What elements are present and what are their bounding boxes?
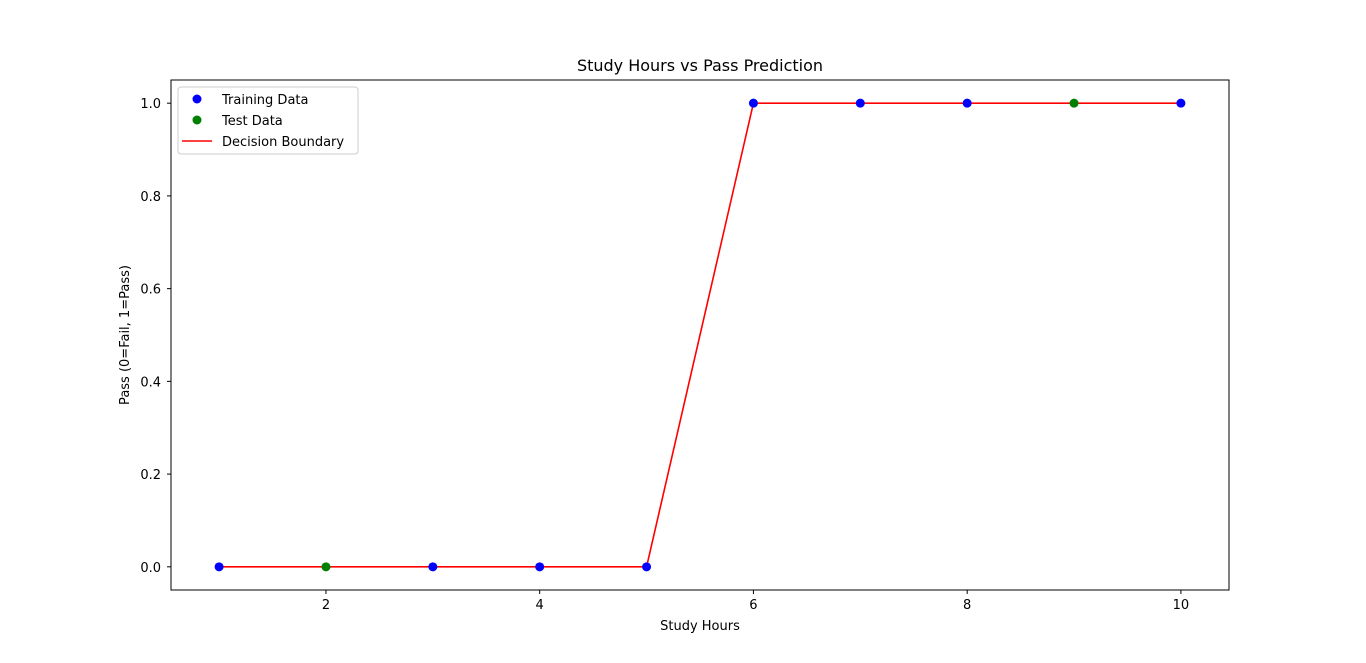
training-data-point	[642, 562, 652, 572]
legend: Training Data Test Data Decision Boundary	[177, 86, 359, 155]
legend-label: Test Data	[221, 114, 283, 129]
decision-boundary-line	[219, 102, 1181, 568]
training-data-point	[428, 562, 438, 572]
x-axis-ticks: 2 4 6 8 10	[322, 590, 1189, 613]
y-axis-ticks: 0.0 0.2 0.4 0.6 0.8 1.0	[140, 97, 171, 576]
training-data-point	[1176, 98, 1186, 108]
x-tick-label: 2	[322, 598, 330, 613]
y-tick-label: 0.0	[140, 561, 161, 576]
x-tick-label: 8	[963, 598, 971, 613]
y-tick-label: 0.8	[140, 190, 161, 205]
training-data-point	[855, 98, 865, 108]
legend-label: Decision Boundary	[222, 135, 344, 150]
chart-title: Study Hours vs Pass Prediction	[577, 56, 823, 75]
y-axis-label: Pass (0=Fail, 1=Pass)	[118, 265, 133, 405]
y-tick-label: 0.4	[140, 375, 161, 390]
plot-area	[170, 79, 1230, 591]
legend-swatch-marker	[192, 115, 202, 125]
y-tick-label: 1.0	[140, 97, 161, 112]
training-data-point	[748, 98, 758, 108]
x-tick-label: 4	[536, 598, 544, 613]
legend-label: Training Data	[221, 93, 308, 108]
y-tick-label: 0.2	[140, 468, 161, 483]
x-tick-label: 6	[749, 598, 757, 613]
test-data-point	[1069, 98, 1079, 108]
plot-frame	[170, 79, 1230, 591]
training-data-point	[535, 562, 545, 572]
x-tick-label: 10	[1173, 598, 1190, 613]
series-layer	[214, 98, 1186, 572]
test-data-point	[321, 562, 331, 572]
training-data-point	[214, 562, 224, 572]
training-data-point	[962, 98, 972, 108]
x-axis-label: Study Hours	[660, 619, 740, 634]
legend-swatch-marker	[192, 94, 202, 104]
legend-box	[177, 86, 359, 155]
y-tick-label: 0.6	[140, 283, 161, 298]
